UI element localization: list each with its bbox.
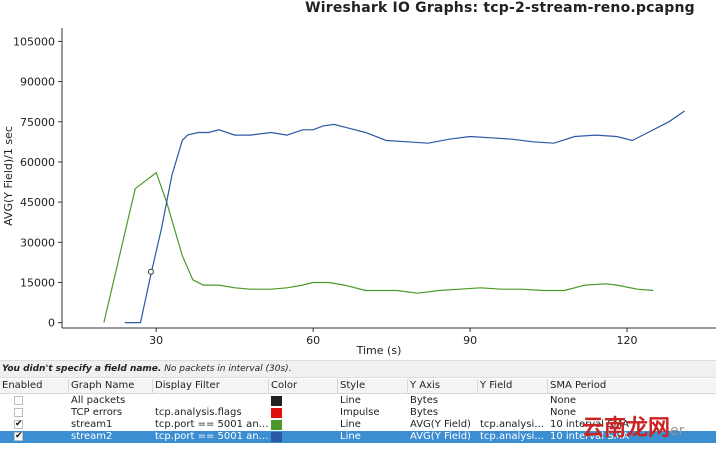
header-y-field[interactable]: Y Field	[478, 379, 548, 393]
cell-y-axis[interactable]: Bytes	[410, 395, 439, 406]
table-row[interactable]: ✔ stream1 tcp.port == 5001 and ... Line AVG(…	[0, 419, 716, 431]
cell-y-axis[interactable]: AVG(Y Field)	[410, 431, 471, 442]
watermark-suffix: er	[670, 423, 685, 439]
cell-y-field[interactable]: tcp.analysis...	[480, 431, 548, 442]
color-swatch[interactable]	[271, 432, 282, 442]
cell-y-field[interactable]	[478, 395, 548, 407]
cell-graph-name[interactable]: TCP errors	[71, 407, 123, 418]
x-axis-label: Time (s)	[356, 344, 402, 357]
watermark-logo: 云南龙网er	[582, 410, 716, 441]
tracer-marker	[147, 268, 154, 275]
status-bar: You didn't specify a field name. No pack…	[0, 360, 716, 378]
cell-style[interactable]: Line	[340, 395, 361, 406]
color-swatch[interactable]	[271, 420, 282, 430]
series-line-stream2	[124, 110, 685, 324]
header-graph-name[interactable]: Graph Name	[69, 379, 153, 393]
x-tick-label: 120	[617, 334, 638, 347]
enabled-checkbox[interactable]: ✔	[14, 419, 23, 429]
y-tick-label: 30000	[20, 236, 55, 249]
y-tick-label: 105000	[13, 35, 55, 48]
x-tick-label: 30	[149, 334, 163, 347]
status-italic-text: No packets in interval (30s).	[161, 364, 292, 374]
enabled-checkbox[interactable]	[14, 408, 23, 417]
window-title: Wireshark IO Graphs: tcp-2-stream-reno.p…	[305, 0, 695, 16]
watermark-text: 云南龙网	[582, 416, 671, 441]
cell-style[interactable]: Line	[340, 431, 361, 442]
status-bold-text: You didn't specify a field name.	[2, 364, 162, 374]
table-row[interactable]: ✔ stream2 tcp.port == 5001 and ... Line AVG(…	[0, 431, 716, 443]
cell-graph-name[interactable]: stream2	[71, 431, 113, 442]
cell-display-filter[interactable]: tcp.analysis.flags	[155, 407, 242, 418]
header-style[interactable]: Style	[338, 379, 408, 393]
cell-style[interactable]: Line	[340, 419, 361, 430]
x-tick-label: 60	[306, 334, 320, 347]
x-tick-label: 90	[463, 334, 477, 347]
cell-y-axis[interactable]: Bytes	[410, 407, 439, 418]
cell-display-filter[interactable]: tcp.port == 5001 and ...	[155, 419, 269, 430]
series-line-stream1	[103, 171, 654, 323]
y-tick-label: 15000	[20, 276, 55, 289]
y-tick-label: 60000	[20, 156, 55, 169]
cell-y-axis[interactable]: AVG(Y Field)	[410, 419, 471, 430]
cell-display-filter[interactable]: tcp.port == 5001 and ...	[155, 431, 269, 442]
y-axis-label: AVG(Y Field)/1 sec	[2, 126, 15, 226]
table-row[interactable]: All packets Line Bytes None	[0, 395, 716, 407]
cell-graph-name[interactable]: All packets	[71, 395, 126, 406]
header-display-filter[interactable]: Display Filter	[153, 379, 269, 393]
y-tick-label: 0	[48, 317, 55, 330]
cell-display-filter[interactable]	[153, 395, 269, 407]
table-row[interactable]: TCP errors tcp.analysis.flags Impulse Bytes…	[0, 407, 716, 419]
cell-y-field[interactable]	[478, 407, 548, 419]
io-graph-plot[interactable]: 0 15000 30000 45000 60000 75000 90000 105000 30 6…	[0, 0, 716, 360]
y-tick-label: 75000	[20, 116, 55, 129]
cell-y-field[interactable]: tcp.analysis...	[480, 419, 548, 430]
header-enabled[interactable]: Enabled	[0, 379, 69, 393]
cell-sma-period[interactable]: None	[550, 395, 577, 406]
color-swatch[interactable]	[271, 396, 282, 406]
color-swatch[interactable]	[271, 408, 282, 418]
graphs-table: Enabled Graph Name Display Filter Color …	[0, 379, 716, 454]
graphs-table-header: Enabled Graph Name Display Filter Color …	[0, 379, 716, 394]
cell-style[interactable]: Impulse	[340, 407, 380, 418]
cell-graph-name[interactable]: stream1	[71, 419, 113, 430]
header-sma-period[interactable]: SMA Period	[550, 380, 607, 391]
y-tick-label: 90000	[20, 76, 55, 89]
y-tick-label: 45000	[20, 196, 55, 209]
enabled-checkbox[interactable]	[14, 396, 23, 405]
header-color[interactable]: Color	[269, 379, 338, 393]
io-graph-chart[interactable]: 0 15000 30000 45000 60000 75000 90000 105000 30 6…	[0, 0, 716, 360]
header-y-axis[interactable]: Y Axis	[408, 379, 478, 393]
enabled-checkbox[interactable]: ✔	[14, 431, 23, 441]
